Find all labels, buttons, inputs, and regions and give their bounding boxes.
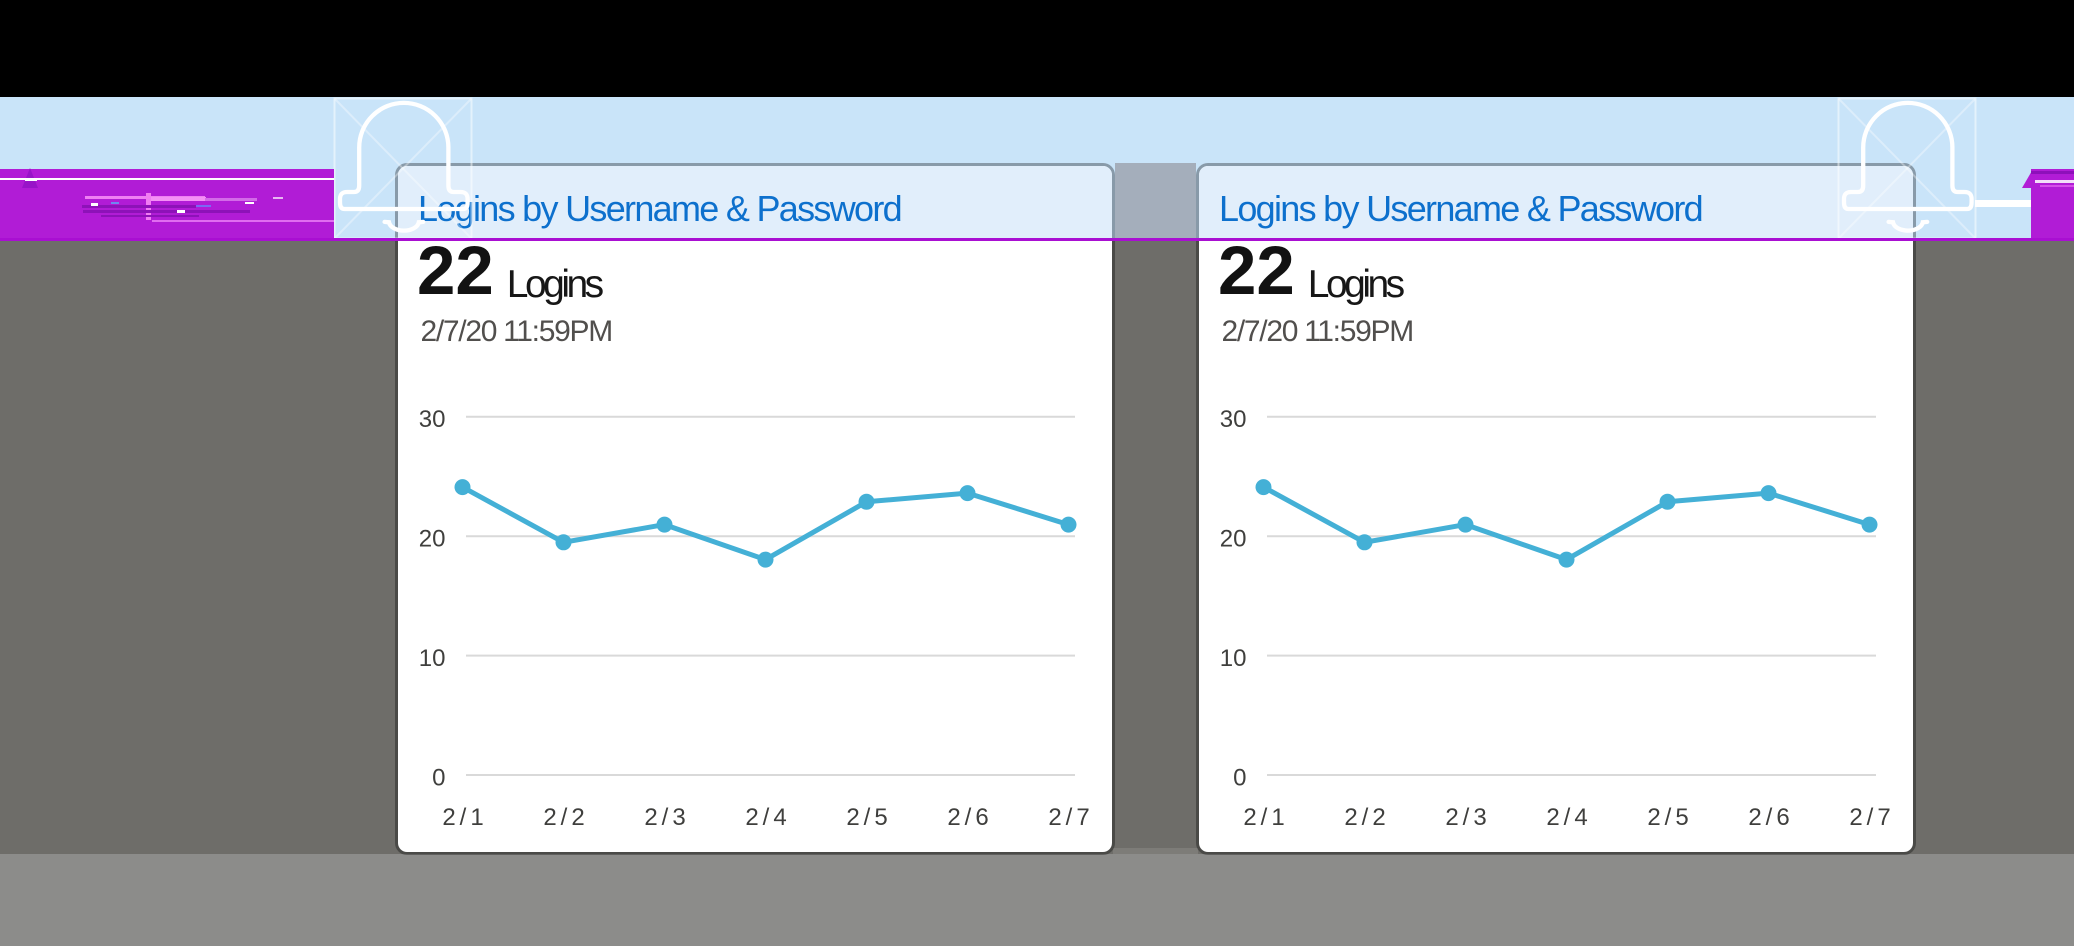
svg-text:30: 30 xyxy=(419,406,446,433)
svg-text:2/2: 2/2 xyxy=(543,804,588,831)
svg-text:2/7: 2/7 xyxy=(1048,804,1093,831)
svg-text:2/3: 2/3 xyxy=(644,804,689,831)
svg-text:2/4: 2/4 xyxy=(745,804,790,831)
svg-text:2/6: 2/6 xyxy=(947,804,992,831)
svg-text:2/5: 2/5 xyxy=(846,804,891,831)
svg-text:10: 10 xyxy=(419,645,446,672)
svg-text:20: 20 xyxy=(419,526,446,553)
svg-text:0: 0 xyxy=(432,764,445,791)
svg-text:2/1: 2/1 xyxy=(442,804,487,831)
